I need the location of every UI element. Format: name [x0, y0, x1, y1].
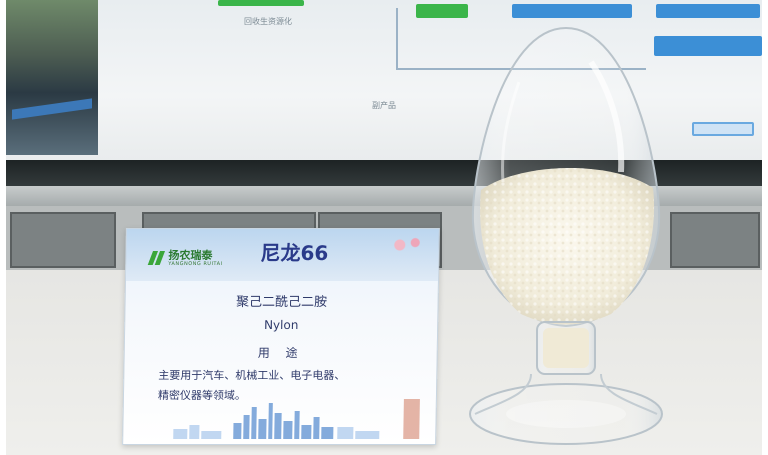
- screen-text-1: 回收生资源化: [244, 17, 292, 26]
- screen-chip-blue-1: [512, 4, 632, 18]
- screen-text-2: 副产品: [372, 101, 396, 110]
- screen-chip-green-2: [218, 0, 304, 6]
- screen-chip-outline: [692, 122, 754, 136]
- product-placard: 扬农瑞泰 YANGNONG RUITAI 尼龙66 聚己二酰己二胺 Nylon …: [122, 228, 440, 445]
- english-name: Nylon: [263, 318, 299, 332]
- flower-decoration: [386, 233, 431, 257]
- screen-chip-blue-2: [656, 4, 760, 18]
- usage-line-1: 主要用于汽车、机械工业、电子电器、: [158, 369, 346, 382]
- photo-scene: 回收生资源化 副产品 扬农瑞泰 YANGNONG RUITAI 尼龙66 聚己二…: [6, 0, 762, 455]
- screen-chip-blue-3: [654, 36, 762, 56]
- company-logo: 扬农瑞泰 YANGNONG RUITAI: [147, 247, 228, 269]
- monitor-video-feed: [6, 0, 98, 155]
- product-title: 尼龙66: [260, 241, 329, 265]
- logo-subtitle: YANGNONG RUITAI: [168, 261, 223, 267]
- usage-heading: 用 途: [257, 346, 304, 360]
- chemical-name: 聚己二酰己二胺: [235, 295, 328, 310]
- logo-mark-icon: [147, 251, 166, 265]
- background-monitor: 回收生资源化 副产品: [6, 0, 762, 160]
- glass-sample-jar: [469, 26, 663, 445]
- city-skyline-graphic: [173, 399, 420, 439]
- screen-chip-green: [416, 4, 468, 18]
